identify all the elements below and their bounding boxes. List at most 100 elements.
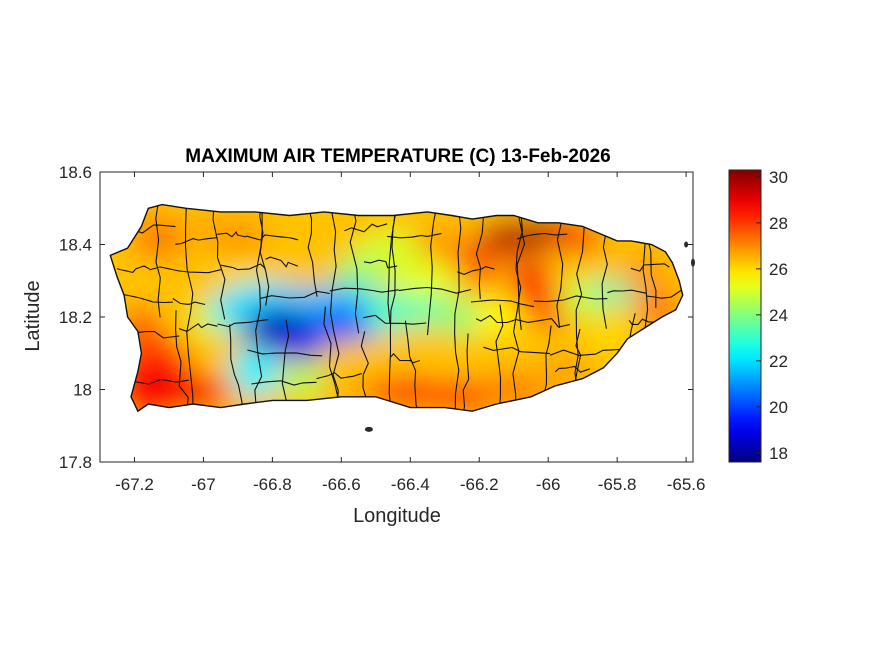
coastline — [109, 203, 684, 413]
heat-blob — [141, 373, 232, 412]
municipality-border — [461, 333, 470, 412]
municipality-border — [516, 204, 526, 331]
y-axis: 17.8 18 18.2 18.4 18.6 — [59, 163, 693, 472]
colorbar-tick-label: 28 — [769, 214, 788, 233]
municipality-border — [251, 380, 317, 386]
municipality-border — [404, 320, 423, 412]
x-tick-label: -66.4 — [391, 475, 430, 494]
municipality-border — [229, 324, 244, 412]
municipality-border — [349, 204, 360, 334]
municipality-border — [265, 256, 298, 268]
municipality-border — [457, 266, 495, 275]
municipality-border — [330, 208, 340, 412]
municipality-border — [512, 208, 523, 412]
heat-blob — [547, 223, 604, 252]
small-island — [364, 426, 373, 432]
municipality-border — [175, 237, 218, 245]
small-island — [691, 258, 695, 267]
heat-blob — [333, 259, 384, 288]
municipality-border — [344, 223, 388, 233]
municipality-border — [607, 289, 647, 294]
municipality-border — [184, 208, 194, 412]
municipality-border — [470, 299, 535, 308]
municipality-border — [260, 290, 330, 299]
municipality-border — [516, 232, 568, 240]
colorbar-tick-label: 22 — [769, 352, 788, 371]
x-tick-label: -67.2 — [115, 475, 154, 494]
municipality-border — [254, 208, 263, 412]
small-island — [684, 241, 689, 248]
y-tick-label: 18.2 — [59, 308, 92, 327]
y-tick-label: 18 — [73, 381, 92, 400]
municipality-border — [246, 234, 299, 241]
municipality-border — [316, 371, 362, 380]
heat-blob — [311, 308, 372, 341]
heat-blob — [585, 317, 636, 354]
municipality-border — [175, 310, 189, 412]
municipality-border — [212, 204, 226, 320]
municipality-border — [573, 208, 585, 412]
x-axis-label: Longitude — [353, 505, 441, 527]
x-tick-label: -66.6 — [322, 475, 361, 494]
municipality-border — [533, 295, 608, 303]
municipality-border — [390, 352, 421, 364]
municipality-border — [117, 265, 150, 274]
colorbar: 18 20 22 24 26 28 30 — [728, 168, 788, 463]
chart-title: MAXIMUM AIR TEMPERATURE (C) 13-Feb-2026 — [185, 146, 610, 167]
municipality-border — [514, 318, 570, 328]
municipality-border — [475, 204, 484, 300]
colorbar-tick-label: 30 — [769, 168, 788, 187]
municipality-border — [149, 266, 222, 274]
municipality-border — [217, 230, 247, 238]
heat-blob — [207, 217, 268, 258]
colorbar-tick-label: 24 — [769, 306, 788, 325]
municipality-border — [475, 314, 515, 324]
municipality-border — [628, 318, 657, 325]
municipality-border — [259, 204, 270, 306]
y-axis-label: Latitude — [22, 280, 44, 351]
municipality-border — [172, 298, 206, 306]
municipality-border — [363, 259, 398, 269]
y-tick-label: 18.4 — [59, 236, 92, 255]
municipality-border — [554, 365, 591, 373]
municipality-border — [220, 263, 266, 271]
municipality-border — [306, 204, 318, 297]
municipality-border — [247, 349, 323, 357]
heat-blob — [619, 253, 670, 294]
municipality-border — [398, 286, 472, 294]
heat-blob — [474, 299, 519, 335]
municipality-border — [483, 346, 551, 355]
municipality-border — [388, 208, 398, 412]
heat-blob — [392, 262, 463, 299]
municipality-border — [646, 288, 683, 299]
x-axis: -67.2 -67 -66.8 -66.6 -66.4 -66.2 -66 -65.8 -65.… — [115, 172, 705, 494]
x-tick-label: -65.6 — [667, 475, 706, 494]
colorbar-tick-label: 20 — [769, 398, 788, 417]
heat-blob — [540, 357, 591, 386]
municipality-border — [454, 208, 462, 412]
x-tick-label: -66.2 — [460, 475, 499, 494]
municipality-border — [630, 263, 670, 272]
municipality-border — [178, 323, 218, 333]
y-tick-label: 17.8 — [59, 453, 92, 472]
municipality-border — [363, 314, 427, 325]
municipality-border — [426, 204, 439, 336]
colorbar-tick-label: 18 — [769, 444, 788, 463]
x-tick-label: -65.8 — [598, 475, 637, 494]
x-tick-label: -66.8 — [253, 475, 292, 494]
colorbar-ticks: 18 20 22 24 26 28 30 — [756, 168, 788, 463]
municipality-border — [155, 204, 161, 318]
small-islands — [364, 241, 695, 432]
municipality-border — [329, 287, 399, 293]
municipality-border — [217, 319, 269, 328]
x-tick-label: -66 — [536, 475, 561, 494]
heat-blob — [230, 346, 281, 397]
y-tick-label: 18.6 — [59, 163, 92, 182]
municipality-border — [549, 348, 621, 356]
colorbar-tick-label: 26 — [769, 260, 788, 279]
municipality-border — [495, 304, 504, 412]
x-tick-label: -67 — [191, 475, 216, 494]
colorbar-gradient — [728, 169, 762, 463]
municipality-border — [387, 232, 442, 239]
